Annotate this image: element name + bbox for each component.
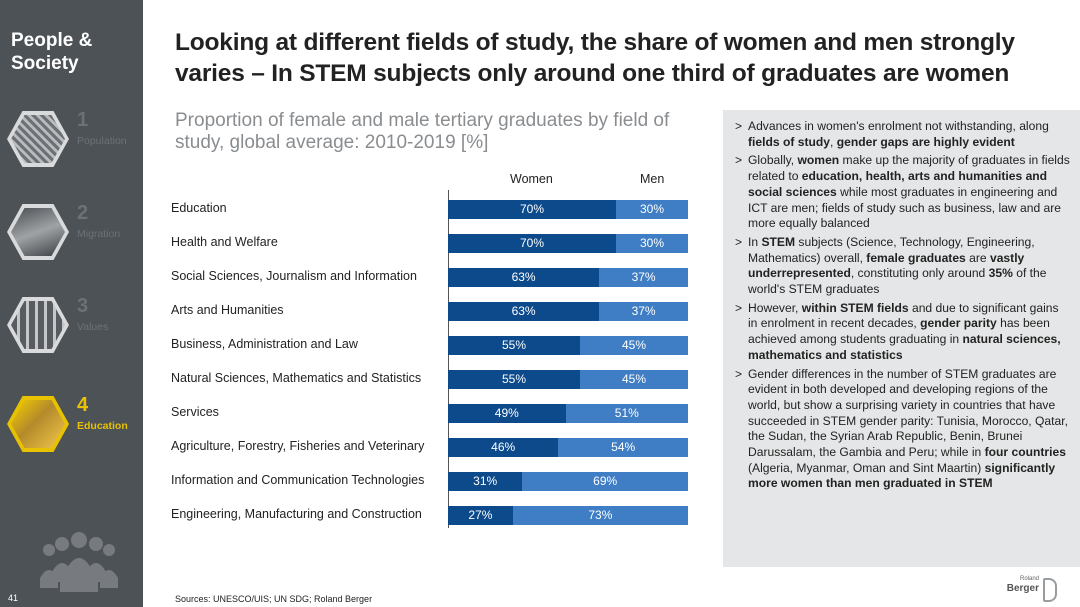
sidebar-item-number: 2 [77,202,89,224]
bar-men: 73% [512,506,688,525]
bar-men: 51% [565,404,688,423]
stacked-bar-chart: Women Men Education 70% 30% Health and Welf… [160,168,700,538]
sidebar-item-number: 1 [77,109,89,131]
bar-men: 45% [580,336,688,355]
bar-women: 31% [448,472,523,491]
category-label: Information and Communication Technologi… [171,473,425,487]
bar-women: 55% [448,370,580,389]
bar-men: 37% [599,268,688,287]
bar-women: 55% [448,336,580,355]
bar-men: 54% [558,438,688,457]
bar-women: 49% [448,404,566,423]
bar-women: 70% [448,234,616,253]
bar-men: 30% [616,200,688,219]
sidebar: People & Society 1 Population 2 Migratio… [0,0,143,607]
category-label: Social Sciences, Journalism and Informat… [171,269,417,283]
key-findings-panel: Advances in women's enrolment not withst… [723,110,1080,567]
category-label: Services [171,405,219,419]
bar-men: 30% [616,234,688,253]
bar-men: 45% [580,370,688,389]
sidebar-item-education[interactable]: 4 Education [0,392,143,462]
sidebar-item-number: 4 [77,394,89,416]
sidebar-item-migration[interactable]: 2 Migration [0,200,143,270]
finding-bullet: Advances in women's enrolment not withst… [735,119,1070,150]
legend-women: Women [510,172,553,186]
page-title: Looking at different fields of study, th… [175,29,1015,87]
page-number: 41 [8,593,19,603]
legend-men: Men [640,172,665,186]
population-image-icon [7,111,69,167]
sidebar-item-label: Migration [77,228,121,240]
sidebar-title: People & Society [11,30,93,74]
values-image-icon [7,297,69,353]
category-label: Agriculture, Forestry, Fisheries and Vet… [171,439,425,453]
bar-women: 63% [448,268,600,287]
category-label: Engineering, Manufacturing and Construct… [171,507,422,521]
bar-men: 69% [522,472,688,491]
chart-axis [448,190,449,528]
finding-bullet: However, within STEM fields and due to s… [735,301,1070,364]
bar-women: 63% [448,302,600,321]
bar-women: 46% [448,438,559,457]
bar-women: 70% [448,200,616,219]
sidebar-item-population[interactable]: 1 Population [0,107,143,177]
sidebar-item-label: Education [77,420,128,432]
finding-bullet: In STEM subjects (Science, Technology, E… [735,235,1070,298]
people-group-icon [40,532,118,592]
category-label: Health and Welfare [171,235,278,249]
finding-bullet: Globally, women make up the majority of … [735,153,1070,232]
chart-subtitle: Proportion of female and male tertiary g… [175,110,670,153]
logo-small-text: Roland [1019,576,1039,582]
logo-text: Berger [1006,583,1039,594]
sidebar-item-number: 3 [77,295,89,317]
sidebar-item-label: Values [77,321,109,333]
bar-women: 27% [448,506,513,525]
sidebar-item-label: Population [77,135,127,147]
education-image-icon [7,396,69,452]
category-label: Natural Sciences, Mathematics and Statis… [171,371,422,385]
category-label: Business, Administration and Law [171,337,358,351]
category-label: Education [171,201,227,215]
roland-berger-logo: Roland Berger [1006,576,1059,604]
sidebar-item-values[interactable]: 3 Values [0,293,143,363]
finding-bullet: Gender differences in the number of STEM… [735,367,1070,493]
logo-mark-icon [1043,578,1057,602]
bar-men: 37% [599,302,688,321]
migration-image-icon [7,204,69,260]
sources-note: Sources: UNESCO/UIS; UN SDG; Roland Berg… [175,594,373,604]
category-label: Arts and Humanities [171,303,284,317]
